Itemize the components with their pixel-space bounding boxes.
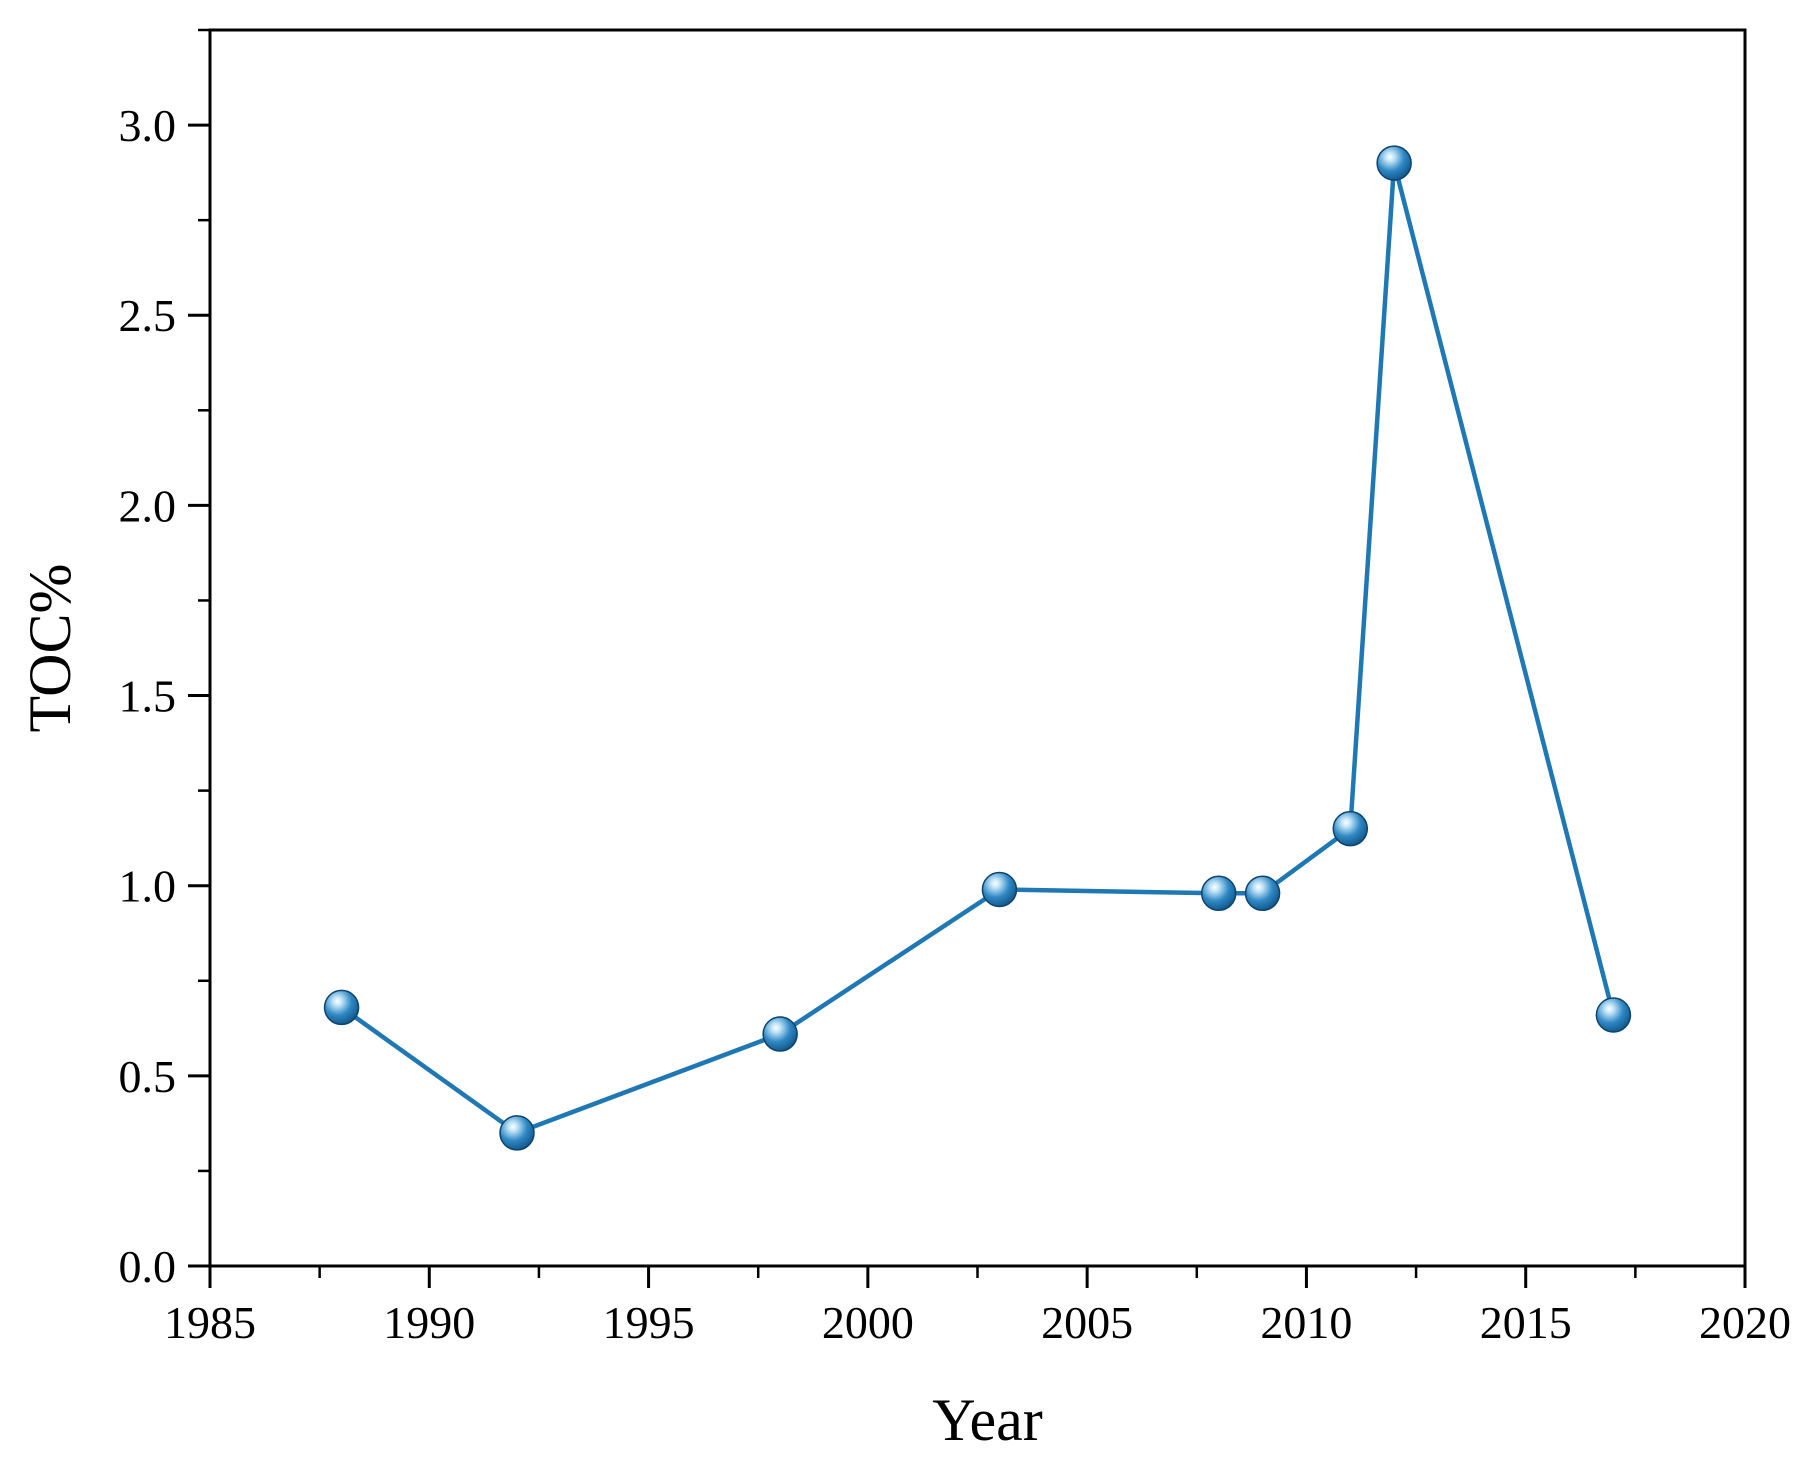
y-tick-label: 1.0	[119, 861, 177, 912]
data-point	[762, 1016, 798, 1052]
y-axis-title: TOC%	[17, 564, 83, 733]
data-point	[1595, 997, 1632, 1033]
data-point	[499, 1115, 535, 1151]
x-axis-title: Year	[932, 1387, 1043, 1453]
x-tick-label: 2000	[822, 1297, 914, 1348]
y-tick-label: 2.0	[119, 480, 177, 531]
data-point	[1244, 875, 1281, 912]
y-tick-label: 0.5	[119, 1051, 177, 1102]
data-point	[1376, 145, 1412, 181]
data-point	[1332, 810, 1369, 847]
x-tick-label: 1995	[603, 1297, 695, 1348]
data-point	[981, 871, 1018, 908]
x-tick-label: 2005	[1041, 1297, 1133, 1348]
x-tick-label: 2010	[1260, 1297, 1352, 1348]
y-tick-label: 3.0	[119, 100, 177, 151]
x-tick-label: 1985	[164, 1297, 256, 1348]
series-line	[340, 160, 1616, 1136]
y-tick-label: 1.5	[119, 671, 177, 722]
data-point	[1200, 875, 1237, 912]
y-tick-label: 0.0	[119, 1241, 177, 1292]
x-tick-label: 2020	[1699, 1297, 1791, 1348]
data-point	[323, 989, 360, 1026]
y-tick-label: 2.5	[119, 290, 177, 341]
x-tick-label: 1990	[383, 1297, 475, 1348]
x-tick-label: 2015	[1480, 1297, 1572, 1348]
